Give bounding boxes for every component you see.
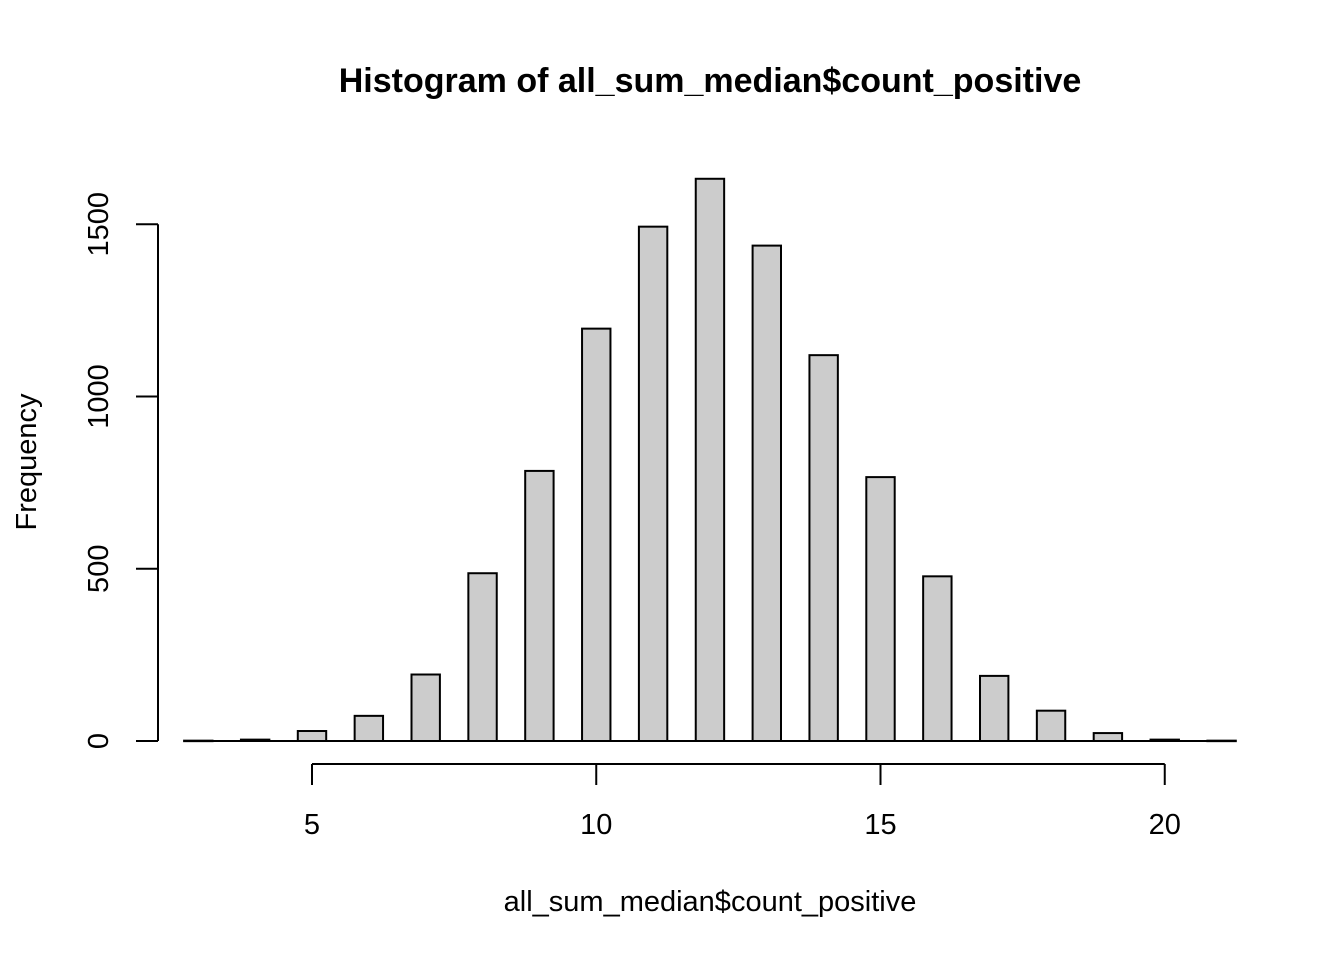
histogram-bar-15 <box>865 476 896 742</box>
y-tick-label-0: 0 <box>83 733 115 749</box>
histogram-bar-16 <box>922 575 953 742</box>
y-tick-label-1000: 1000 <box>83 364 115 429</box>
histogram-bar-11 <box>637 225 669 742</box>
histogram-bar-10 <box>581 327 612 742</box>
x-tick-label-20: 20 <box>1149 809 1181 841</box>
histogram-bar-7 <box>410 673 441 742</box>
x-axis-label: all_sum_median$count_positive <box>504 886 917 918</box>
histogram-bar-17 <box>979 674 1010 743</box>
x-tick-label-15: 15 <box>864 809 896 841</box>
x-axis: 5 10 15 20 <box>304 763 1181 841</box>
histogram-bar-6 <box>353 714 385 743</box>
histogram-bar-14 <box>808 354 839 742</box>
histogram-bar-13 <box>751 244 782 742</box>
histogram-bar-8 <box>467 572 498 743</box>
histogram-bar-5 <box>296 730 328 743</box>
chart-title: Histogram of all_sum_median$count_positi… <box>339 62 1082 100</box>
y-tick-label-1500: 1500 <box>83 192 115 257</box>
histogram-bar-18 <box>1035 709 1067 743</box>
x-tick-label-10: 10 <box>580 809 612 841</box>
histogram-bar-19 <box>1092 732 1124 742</box>
histogram-bar-12 <box>694 177 726 742</box>
y-tick-label-500: 500 <box>83 545 115 593</box>
x-tick-label-5: 5 <box>304 809 320 841</box>
bars-group <box>183 177 1237 743</box>
y-axis-label: Frequency <box>11 393 43 531</box>
y-axis: 0 500 1000 1500 <box>83 192 159 749</box>
histogram-bar-9 <box>524 469 555 742</box>
